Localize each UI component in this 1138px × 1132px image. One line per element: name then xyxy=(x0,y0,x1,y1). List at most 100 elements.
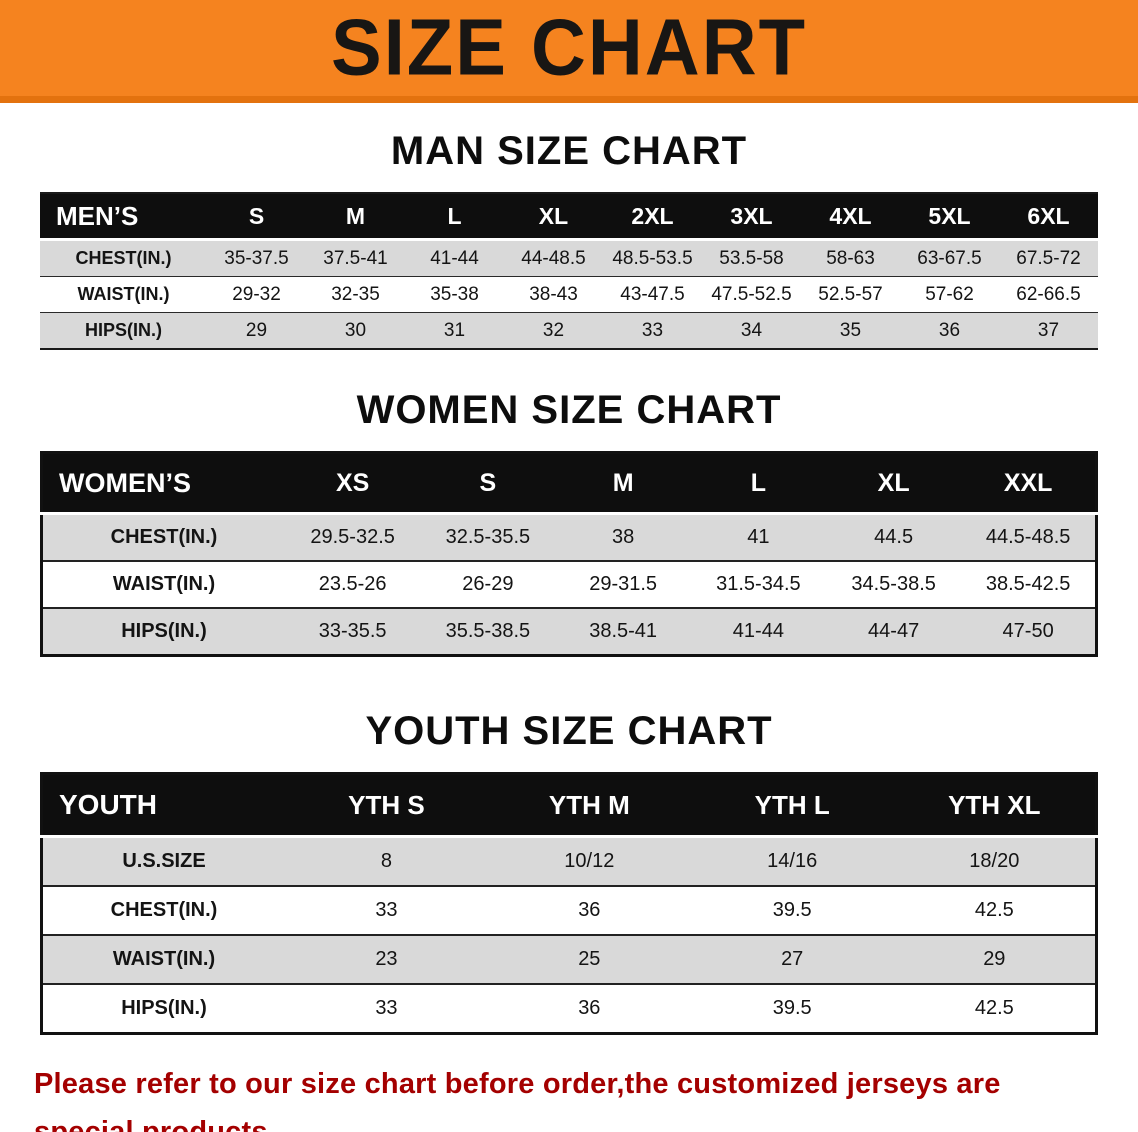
size-value-cell: 44.5-48.5 xyxy=(985,526,1071,548)
table-row: WAIST(IN.) 23 25 27 29 xyxy=(41,935,1097,984)
size-value-cell: 35-37.5 xyxy=(224,247,289,269)
size-value-cell: 29 xyxy=(245,319,268,341)
men-section: MEN’S S M L XL 2XL 3XL 4XL 5XL 6XL CHEST(IN.) 35-37… xyxy=(0,192,1138,350)
size-column-header: 2XL xyxy=(603,193,702,241)
size-value-cell: 30 xyxy=(344,319,367,341)
size-column-header: YTH M xyxy=(487,773,691,838)
size-column-header: 5XL xyxy=(900,193,999,241)
size-value-cell: 38 xyxy=(612,526,635,548)
size-column-header: M xyxy=(555,452,691,515)
size-value-cell: 33 xyxy=(375,899,398,921)
size-column-header: XL xyxy=(504,193,603,241)
women-section-heading: WOMEN SIZE CHART xyxy=(356,388,782,432)
size-value-cell: 47-50 xyxy=(1002,620,1054,642)
size-value-cell: 26-29 xyxy=(462,573,514,595)
size-value-cell: 42.5 xyxy=(974,899,1014,921)
size-value-cell: 48.5-53.5 xyxy=(612,247,693,269)
size-value-cell: 39.5 xyxy=(772,899,812,921)
men-size-table: MEN’S S M L XL 2XL 3XL 4XL 5XL 6XL CHEST(IN.) 35-37… xyxy=(40,192,1098,350)
size-value-cell: 23.5-26 xyxy=(318,573,387,595)
size-value-cell: 33 xyxy=(375,997,398,1019)
size-column-header: 6XL xyxy=(999,193,1098,241)
size-value-cell: 33-35.5 xyxy=(318,620,387,642)
size-value-cell: 42.5 xyxy=(974,997,1014,1019)
table-row: WAIST(IN.) 29-32 32-35 35-38 38-43 43-47.5 47.… xyxy=(40,276,1098,313)
row-label: CHEST(IN.) xyxy=(110,899,218,921)
size-value-cell: 35-38 xyxy=(430,283,479,305)
women-size-table: WOMEN’S XS S M L XL XXL CHEST(IN.) 29.5-32.5 32.5… xyxy=(40,451,1098,657)
size-value-cell: 44-47 xyxy=(868,620,920,642)
size-column-header: YTH L xyxy=(690,773,894,838)
size-value-cell: 43-47.5 xyxy=(620,283,685,305)
size-value-cell: 25 xyxy=(578,948,601,970)
table-corner-label: MEN’S xyxy=(40,193,207,241)
size-value-cell: 35.5-38.5 xyxy=(445,620,531,642)
size-value-cell: 57-62 xyxy=(925,283,974,305)
footer-note-line1: Please refer to our size chart before or… xyxy=(34,1068,1001,1132)
size-value-cell: 10/12 xyxy=(564,850,615,872)
row-label: WAIST(IN.) xyxy=(112,948,216,970)
page-title: SIZE CHART xyxy=(331,2,807,93)
size-value-cell: 27 xyxy=(781,948,804,970)
row-label: HIPS(IN.) xyxy=(84,320,162,340)
size-column-header: S xyxy=(420,452,556,515)
size-column-header: YTH XL xyxy=(893,773,1097,838)
size-value-cell: 34.5-38.5 xyxy=(851,573,936,595)
size-value-cell: 32 xyxy=(542,319,565,341)
size-value-cell: 18/20 xyxy=(969,850,1020,872)
size-column-header: L xyxy=(690,452,826,515)
size-value-cell: 41-44 xyxy=(732,620,784,642)
size-column-header: XS xyxy=(285,452,421,515)
row-label: WAIST(IN.) xyxy=(77,284,170,304)
size-value-cell: 58-63 xyxy=(826,247,875,269)
size-value-cell: 32.5-35.5 xyxy=(445,526,531,548)
table-corner-label: WOMEN’S xyxy=(41,452,285,515)
row-label: U.S.SIZE xyxy=(122,850,206,872)
size-value-cell: 44-48.5 xyxy=(521,247,586,269)
size-value-cell: 31 xyxy=(443,319,466,341)
size-column-header: 4XL xyxy=(801,193,900,241)
table-header-row: MEN’S S M L XL 2XL 3XL 4XL 5XL 6XL xyxy=(40,193,1098,241)
size-column-header: S xyxy=(207,193,306,241)
row-label: HIPS(IN.) xyxy=(121,997,207,1019)
size-column-header: XL xyxy=(826,452,962,515)
size-value-cell: 67.5-72 xyxy=(1016,247,1081,269)
banner: SIZE CHART xyxy=(0,0,1138,103)
table-row: CHEST(IN.) 33 36 39.5 42.5 xyxy=(41,886,1097,935)
table-corner-label: YOUTH xyxy=(41,773,285,838)
table-row: U.S.SIZE 8 10/12 14/16 18/20 xyxy=(41,836,1097,886)
size-value-cell: 35 xyxy=(839,319,862,341)
size-value-cell: 63-67.5 xyxy=(917,247,982,269)
size-value-cell: 47.5-52.5 xyxy=(711,283,792,305)
size-value-cell: 39.5 xyxy=(772,997,812,1019)
size-value-cell: 33 xyxy=(641,319,664,341)
table-row: CHEST(IN.) 29.5-32.5 32.5-35.5 38 41 44.5 44.5… xyxy=(41,513,1097,561)
table-row: HIPS(IN.) 29 30 31 32 33 34 35 36 37 xyxy=(40,312,1098,349)
size-value-cell: 41-44 xyxy=(430,247,479,269)
size-column-header: M xyxy=(306,193,405,241)
row-label: WAIST(IN.) xyxy=(112,573,216,595)
table-row: WAIST(IN.) 23.5-26 26-29 29-31.5 31.5-34.5 34… xyxy=(41,561,1097,608)
women-section: WOMEN’S XS S M L XL XXL CHEST(IN.) 29.5-32.5 32.5… xyxy=(0,451,1138,657)
size-value-cell: 38.5-42.5 xyxy=(985,573,1071,595)
table-header-row: YOUTH YTH S YTH M YTH L YTH XL xyxy=(41,773,1097,838)
row-label: HIPS(IN.) xyxy=(121,620,207,642)
size-value-cell: 37 xyxy=(1037,319,1060,341)
size-value-cell: 53.5-58 xyxy=(719,247,784,269)
table-row: HIPS(IN.) 33-35.5 35.5-38.5 38.5-41 41-44 44-… xyxy=(41,608,1097,656)
size-value-cell: 34 xyxy=(740,319,763,341)
size-value-cell: 62-66.5 xyxy=(1016,283,1081,305)
size-value-cell: 32-35 xyxy=(331,283,380,305)
row-label: CHEST(IN.) xyxy=(110,526,218,548)
size-value-cell: 36 xyxy=(578,899,601,921)
size-value-cell: 23 xyxy=(375,948,398,970)
size-value-cell: 14/16 xyxy=(767,850,818,872)
table-row: CHEST(IN.) 35-37.5 37.5-41 41-44 44-48.5 48.5… xyxy=(40,239,1098,277)
size-value-cell: 8 xyxy=(380,850,392,872)
size-value-cell: 36 xyxy=(578,997,601,1019)
table-row: HIPS(IN.) 33 36 39.5 42.5 xyxy=(41,984,1097,1034)
size-value-cell: 37.5-41 xyxy=(323,247,388,269)
men-section-heading: MAN SIZE CHART xyxy=(390,129,748,173)
size-column-header: YTH S xyxy=(285,773,488,838)
